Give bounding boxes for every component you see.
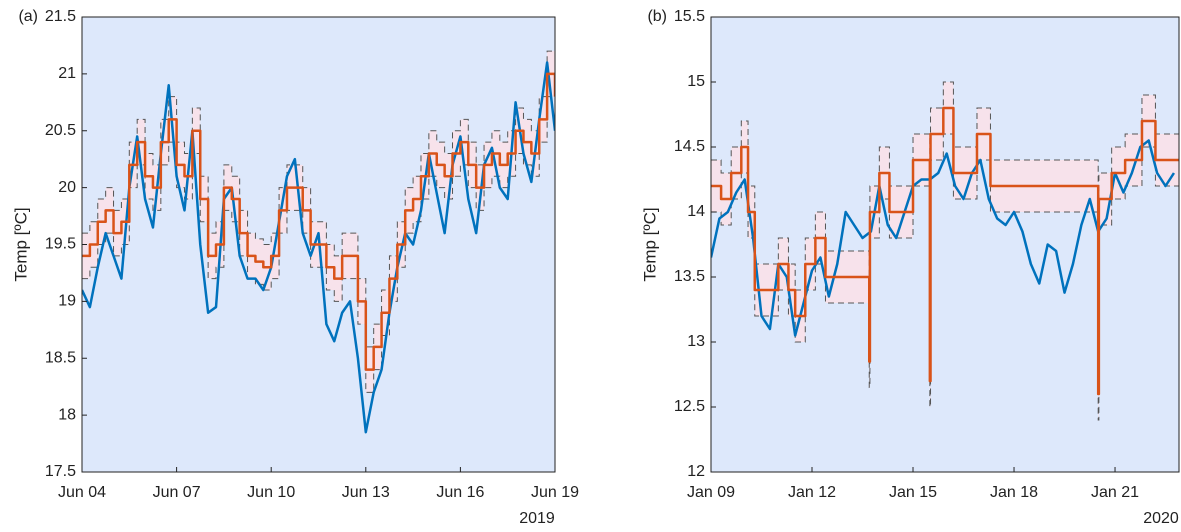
y-axis-label: Temp [ºC] [11,207,30,281]
y-tick-label: 17.5 [45,463,76,480]
y-tick-label: 14.5 [674,138,705,155]
plot-content [82,50,555,434]
y-tick-label: 12 [687,463,705,480]
upper-bound [82,50,555,348]
year-label: 2019 [519,510,555,527]
x-tick-label: Jan 12 [788,484,836,501]
panel-label: (a) [18,8,38,25]
x-tick-label: Jun 19 [531,484,579,501]
x-tick-label: Jan 21 [1091,484,1139,501]
uncertainty-band [711,82,1179,420]
y-tick-label: 19.5 [45,236,76,253]
x-tick-label: Jun 16 [436,484,484,501]
y-tick-label: 21.5 [45,8,76,25]
x-tick-label: Jan 09 [687,484,735,501]
y-tick-label: 14 [687,203,705,220]
x-tick-label: Jan 18 [990,484,1038,501]
x-tick-label: Jan 15 [889,484,937,501]
y-tick-label: 15 [687,73,705,90]
y-tick-label: 15.5 [674,8,705,25]
x-tick-label: Jun 04 [58,484,106,501]
y-tick-label: 20.5 [45,122,76,139]
x-tick-label: Jun 10 [247,484,295,501]
y-tick-label: 13 [687,333,705,350]
y-axis-label: Temp [ºC] [640,207,659,281]
y-tick-label: 12.5 [674,398,705,415]
x-tick-label: Jun 13 [342,484,390,501]
y-tick-label: 18 [58,406,76,423]
x-tick-label: Jun 07 [153,484,201,501]
y-tick-label: 20 [58,179,76,196]
plot-frame [710,16,1180,473]
plot-content [711,81,1179,421]
series-line [711,106,1179,396]
y-tick-label: 18.5 [45,349,76,366]
y-tick-label: 13.5 [674,268,705,285]
y-tick-label: 19 [58,293,76,310]
year-label: 2020 [1143,510,1179,527]
series-line [82,72,555,371]
panel-label: (b) [647,8,667,25]
y-tick-label: 21 [58,65,76,82]
